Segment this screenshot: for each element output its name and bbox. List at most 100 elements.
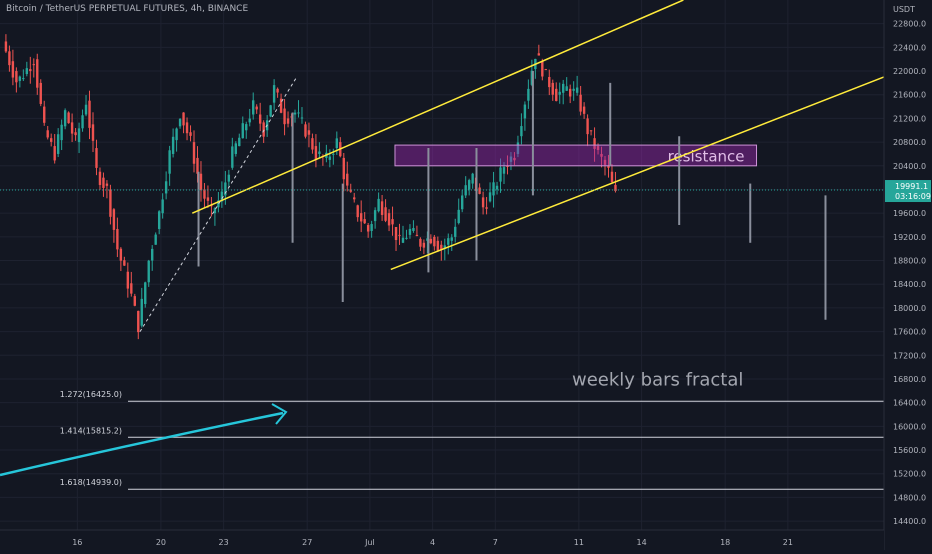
candle-body xyxy=(422,242,426,248)
candle-body xyxy=(255,106,258,110)
candle-body xyxy=(272,85,276,103)
candle-body xyxy=(530,70,534,85)
candle-body xyxy=(394,227,398,241)
candle-body xyxy=(610,171,614,183)
candle-body xyxy=(238,137,241,147)
candle-body xyxy=(589,130,593,132)
candle-body xyxy=(182,112,185,126)
candle-body xyxy=(217,200,220,208)
candle-body xyxy=(513,157,516,161)
candle-body xyxy=(488,192,492,202)
candle-body xyxy=(467,180,471,190)
candle-body xyxy=(154,234,157,245)
candle-body xyxy=(499,167,502,182)
candle-body xyxy=(81,115,84,129)
y-tick-label: 15200.0 xyxy=(893,470,926,479)
candle-body xyxy=(353,197,356,200)
candle-body xyxy=(359,213,363,222)
y-tick-label: 17600.0 xyxy=(893,328,926,337)
candle-body xyxy=(116,228,119,250)
candle-body xyxy=(15,71,18,83)
candle-body xyxy=(342,157,345,180)
candle-body xyxy=(548,76,551,88)
candle-body xyxy=(544,69,547,71)
candle-body xyxy=(269,105,272,117)
y-tick-label: 17200.0 xyxy=(893,351,926,360)
candle-body xyxy=(126,271,130,289)
candle-body xyxy=(77,128,81,143)
candle-body xyxy=(63,110,67,127)
candle-body xyxy=(279,98,283,113)
last-price-countdown: 03:16:09 xyxy=(895,192,931,201)
candle-body xyxy=(50,138,53,142)
candle-body xyxy=(18,76,22,81)
candle-body xyxy=(471,173,474,184)
candle-body xyxy=(380,201,384,215)
candle-body xyxy=(523,104,527,119)
candle-body xyxy=(537,53,541,56)
candle-body xyxy=(157,211,161,229)
candle-body xyxy=(109,189,112,217)
candle-body xyxy=(199,173,203,191)
candle-body xyxy=(426,238,429,241)
candle-body xyxy=(335,138,339,149)
y-tick-label: 19200.0 xyxy=(893,233,926,242)
candle-body xyxy=(144,282,147,304)
candle-body xyxy=(607,165,610,168)
candle-body xyxy=(210,205,213,207)
candle-body xyxy=(356,205,359,218)
x-tick-label: 14 xyxy=(636,538,646,547)
candle-body xyxy=(377,198,380,212)
candle-body xyxy=(433,236,436,247)
channel-upper-line xyxy=(191,0,684,214)
y-tick-label: 21200.0 xyxy=(893,114,926,123)
dashed-trend-line xyxy=(139,76,298,332)
candle-body xyxy=(506,165,509,167)
candle-group xyxy=(4,34,617,340)
candle-body xyxy=(283,108,286,125)
candle-body xyxy=(311,138,314,150)
candle-body xyxy=(241,123,244,139)
candle-body xyxy=(614,184,617,191)
candle-body xyxy=(46,130,49,138)
candle-body xyxy=(175,128,178,141)
candle-body xyxy=(408,228,412,235)
candle-body xyxy=(123,260,126,266)
y-tick-label: 18400.0 xyxy=(893,280,926,289)
y-tick-label: 20800.0 xyxy=(893,138,926,147)
candle-body xyxy=(67,112,70,124)
candle-body xyxy=(582,106,586,114)
candle-body xyxy=(384,207,387,221)
candle-body xyxy=(572,88,575,91)
candle-body xyxy=(541,61,544,77)
candle-body xyxy=(387,213,391,226)
candle-body xyxy=(314,146,318,160)
candle-body xyxy=(252,100,255,115)
candle-body xyxy=(178,118,182,127)
candle-body xyxy=(366,225,370,232)
candle-body xyxy=(502,167,506,174)
resistance-label: resistance xyxy=(668,147,745,165)
candle-body xyxy=(105,183,109,186)
candle-body xyxy=(147,260,150,283)
x-tick-label: 7 xyxy=(493,538,498,547)
candle-body xyxy=(220,191,224,202)
candle-body xyxy=(95,148,98,168)
x-tick-label: Jul xyxy=(364,538,375,547)
candle-body xyxy=(565,86,568,91)
x-tick-label: 4 xyxy=(430,538,435,547)
candle-body xyxy=(516,142,520,154)
candle-body xyxy=(429,238,433,244)
candle-body xyxy=(262,122,265,137)
candle-body xyxy=(481,197,485,208)
candle-body xyxy=(332,153,335,155)
candle-body xyxy=(562,83,565,93)
candle-body xyxy=(318,151,321,154)
candle-body xyxy=(300,117,304,119)
candle-body xyxy=(39,82,42,104)
candle-body xyxy=(171,136,175,154)
candle-body xyxy=(84,104,88,115)
